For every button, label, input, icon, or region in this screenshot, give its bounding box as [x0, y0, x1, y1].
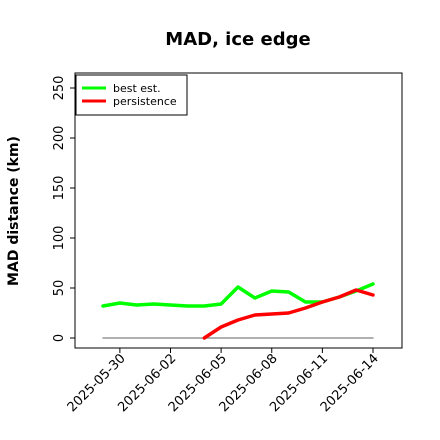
y-tick-label: 0 [52, 334, 67, 342]
legend-label-persistence: persistence [113, 95, 177, 108]
y-axis-label: MAD distance (km) [6, 136, 22, 286]
series-line-best-est [101, 282, 375, 308]
legend: best est. persistence [75, 74, 188, 116]
chart-title: MAD, ice edge [165, 29, 310, 50]
series-layer [101, 282, 375, 340]
plot-frame [74, 72, 403, 349]
x-axis: 2025-05-302025-06-022025-06-052025-06-08… [65, 348, 382, 415]
y-tick-label: 50 [52, 280, 67, 297]
y-tick-label: 250 [52, 76, 67, 101]
y-tick-label: 200 [52, 126, 67, 151]
series-line-persistence [202, 288, 375, 340]
legend-label-best-est: best est. [113, 82, 161, 95]
y-tick-label: 150 [52, 176, 67, 201]
y-tick-label: 100 [52, 226, 67, 251]
y-axis: 0 50 100 150 200 250 [52, 76, 75, 342]
legend-box [75, 74, 188, 116]
